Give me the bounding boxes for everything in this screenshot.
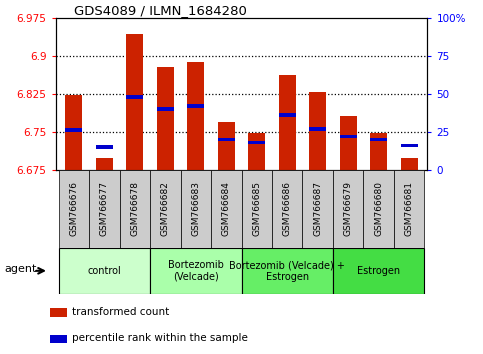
Text: control: control	[87, 266, 121, 276]
Text: transformed count: transformed count	[72, 307, 169, 317]
Bar	[150, 248, 242, 294]
Bar	[50, 335, 67, 343]
Bar	[309, 92, 326, 170]
Bar	[187, 62, 204, 170]
Bar	[401, 158, 417, 170]
Bar	[248, 141, 265, 144]
Bar	[127, 34, 143, 170]
Text: GSM766685: GSM766685	[252, 181, 261, 236]
Text: Estrogen: Estrogen	[357, 266, 400, 276]
Bar	[58, 248, 150, 294]
Bar	[333, 170, 363, 248]
Bar	[218, 122, 235, 170]
Text: GSM766679: GSM766679	[344, 181, 353, 236]
Bar	[218, 138, 235, 141]
Text: GSM766683: GSM766683	[191, 181, 200, 236]
Bar	[370, 138, 387, 141]
Text: GSM766681: GSM766681	[405, 181, 413, 236]
Bar	[333, 248, 425, 294]
Bar	[309, 127, 326, 131]
Text: GSM766676: GSM766676	[70, 181, 78, 236]
Bar	[279, 113, 296, 117]
Bar	[394, 170, 425, 248]
Bar	[401, 144, 417, 148]
Bar	[120, 170, 150, 248]
Bar	[66, 95, 82, 170]
Bar	[89, 170, 120, 248]
Bar	[96, 158, 113, 170]
Bar	[242, 248, 333, 294]
Bar	[340, 116, 356, 170]
Bar	[340, 135, 356, 138]
Bar	[157, 67, 174, 170]
Bar	[127, 95, 143, 99]
Text: percentile rank within the sample: percentile rank within the sample	[72, 333, 248, 343]
Bar	[50, 308, 67, 317]
Bar	[150, 170, 181, 248]
Bar	[302, 170, 333, 248]
Bar	[96, 145, 113, 149]
Text: GSM766686: GSM766686	[283, 181, 292, 236]
Text: GDS4089 / ILMN_1684280: GDS4089 / ILMN_1684280	[74, 4, 247, 17]
Bar	[370, 133, 387, 170]
Bar	[181, 170, 211, 248]
Text: GSM766677: GSM766677	[100, 181, 109, 236]
Bar	[187, 104, 204, 108]
Text: Bortezomib (Velcade) +
Estrogen: Bortezomib (Velcade) + Estrogen	[229, 260, 345, 282]
Text: GSM766680: GSM766680	[374, 181, 383, 236]
Text: GSM766687: GSM766687	[313, 181, 322, 236]
Bar	[211, 170, 242, 248]
Text: GSM766678: GSM766678	[130, 181, 139, 236]
Bar	[157, 107, 174, 111]
Text: GSM766684: GSM766684	[222, 181, 231, 236]
Bar	[279, 75, 296, 170]
Bar	[272, 170, 302, 248]
Bar	[363, 170, 394, 248]
Bar	[58, 170, 89, 248]
Bar	[248, 133, 265, 170]
Text: agent: agent	[4, 263, 37, 274]
Text: Bortezomib
(Velcade): Bortezomib (Velcade)	[168, 260, 224, 282]
Text: GSM766682: GSM766682	[161, 181, 170, 236]
Bar	[242, 170, 272, 248]
Bar	[66, 129, 82, 132]
